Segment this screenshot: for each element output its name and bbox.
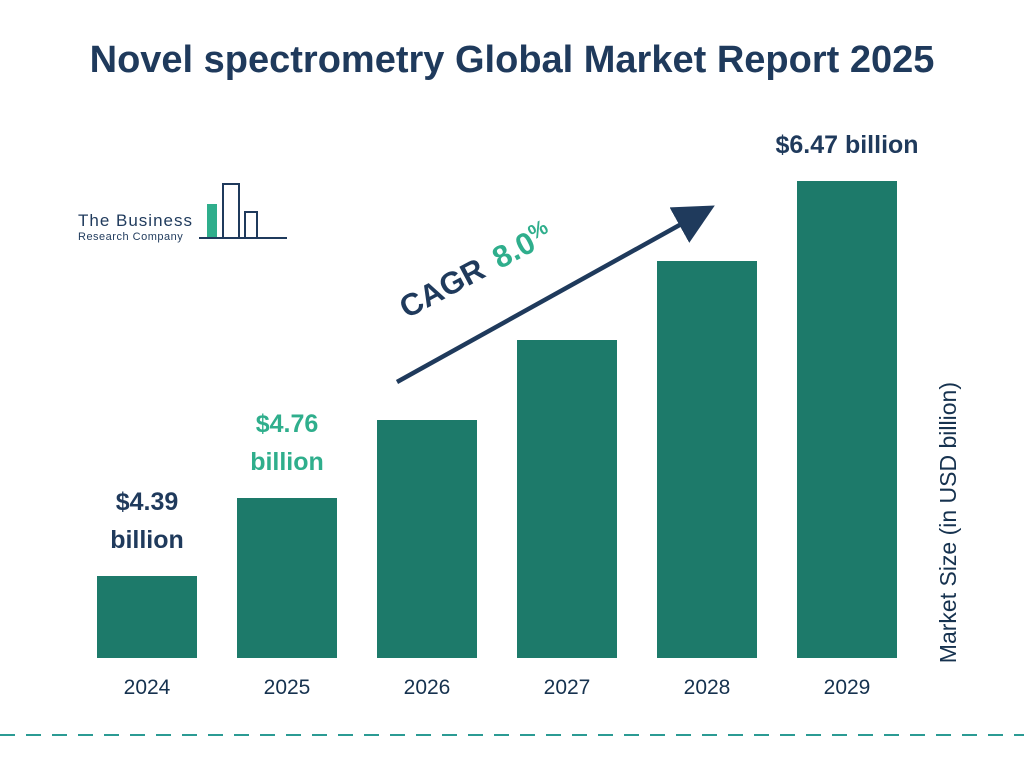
- x-axis-label-2028: 2028: [683, 676, 731, 699]
- x-axis-label-2029: 2029: [823, 676, 871, 699]
- bar-2025: [237, 498, 337, 658]
- logo-line1: The Business: [78, 210, 193, 230]
- logo-line2: Research Company: [78, 230, 184, 243]
- bar-column-2024: $4.39 billion 2024: [97, 483, 197, 701]
- x-axis-label-2025: 2025: [263, 676, 311, 699]
- bar-2029: [797, 181, 897, 658]
- bar-2028: [657, 261, 757, 658]
- y-axis-label: Market Size (in USD billion): [935, 381, 961, 663]
- x-axis-label-2026: 2026: [403, 676, 451, 699]
- chart-title: Novel spectrometry Global Market Report …: [89, 39, 935, 81]
- bar-column-2027: 2027: [517, 340, 617, 700]
- bar-column-2026: 2026: [377, 420, 477, 700]
- logo-text: The Business Research Company: [78, 211, 193, 243]
- bar-value-label-2025: $4.76 billion: [250, 409, 324, 477]
- bar-chart-logo-icon: [199, 180, 291, 251]
- bar-2024: [97, 576, 197, 658]
- bar-value-label-2029: $6.47 billion: [775, 131, 919, 160]
- company-logo: The Business Research Company: [78, 180, 291, 251]
- bottom-dashed-divider: [0, 734, 1024, 736]
- x-axis-label-2024: 2024: [123, 676, 171, 699]
- bar-chart: $4.39 billion 2024 $4.76 billion 2025 2026 2027…: [97, 60, 919, 701]
- bar-column-2029: $6.47 billion 2029: [775, 126, 918, 700]
- bar-2027: [517, 340, 617, 658]
- bar-2026: [377, 420, 477, 658]
- bar-column-2025: $4.76 billion 2025: [237, 405, 337, 701]
- bar-column-2028: 2028: [657, 261, 757, 700]
- bar-value-label-2024: $4.39 billion: [110, 487, 184, 555]
- x-axis-label-2027: 2027: [543, 676, 591, 699]
